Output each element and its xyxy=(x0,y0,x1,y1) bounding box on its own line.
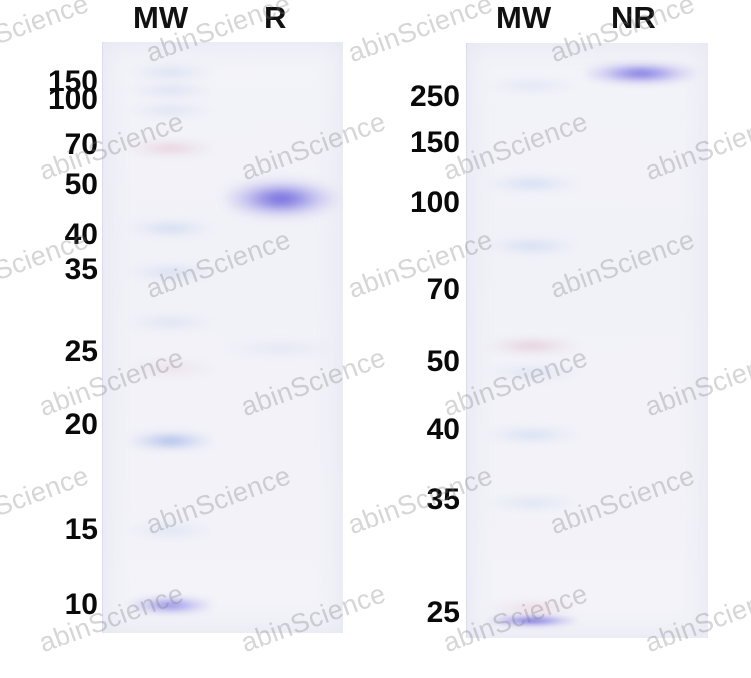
ladder-band-right-0 xyxy=(487,77,577,93)
mw-label-nonreducing-250: 250 xyxy=(409,80,460,113)
ladder-band-left-0 xyxy=(128,64,213,80)
ladder-band-right-2 xyxy=(487,237,577,253)
mw-label-reducing-100: 100 xyxy=(47,83,98,116)
mw-label-nonreducing-70: 70 xyxy=(426,273,460,306)
gel-image-reducing xyxy=(102,42,343,633)
mw-label-reducing-50: 50 xyxy=(64,168,98,201)
mw-label-nonreducing-35: 35 xyxy=(426,483,460,516)
ladder-band-right-4 xyxy=(487,364,577,380)
sample-band-r-0 xyxy=(225,179,337,217)
mw-label-reducing-35: 35 xyxy=(64,253,98,286)
ladder-band-right-6 xyxy=(487,494,577,510)
mw-label-reducing-25: 25 xyxy=(64,335,98,368)
mw-label-reducing-70: 70 xyxy=(64,128,98,161)
mw-label-reducing-10: 10 xyxy=(64,588,98,621)
gel-panel-reducing: MW R 150 100 70 50 40 35 25 20 15 10 xyxy=(0,0,375,678)
ladder-band-left-5 xyxy=(128,264,213,280)
ladder-band-left-3 xyxy=(128,140,213,156)
mw-label-reducing-150: 150 xyxy=(47,65,98,98)
mw-label-nonreducing-40: 40 xyxy=(426,413,460,446)
mw-label-nonreducing-25: 25 xyxy=(426,596,460,629)
mw-label-nonreducing-150: 150 xyxy=(409,126,460,159)
mw-label-reducing-20: 20 xyxy=(64,408,98,441)
ladder-band-right-1 xyxy=(487,175,577,191)
sample-band-r-1 xyxy=(225,340,337,356)
lane-header-mw-left: MW xyxy=(133,0,189,35)
ladder-band-left-6 xyxy=(128,314,213,330)
sample-band-nr-0 xyxy=(585,63,697,83)
ladder-band-left-8 xyxy=(128,430,213,450)
ladder-band-left-7 xyxy=(128,360,213,376)
ladder-band-left-10 xyxy=(128,597,213,613)
ladder-band-right-7 xyxy=(487,601,577,615)
ladder-band-left-9 xyxy=(128,520,213,540)
lane-header-mw-right: MW xyxy=(496,0,552,35)
ladder-band-right-3 xyxy=(487,337,577,353)
gel-image-nonreducing xyxy=(466,43,708,638)
gel-panel-nonreducing: MW NR 250 150 100 70 50 40 35 25 xyxy=(375,0,751,678)
mw-label-nonreducing-100: 100 xyxy=(409,186,460,219)
ladder-band-left-4 xyxy=(128,220,213,236)
ladder-band-right-8 xyxy=(487,614,577,626)
mw-label-reducing-15: 15 xyxy=(64,513,98,546)
ladder-band-left-2 xyxy=(128,102,213,118)
ladder-band-left-1 xyxy=(128,82,213,98)
lane-header-r: R xyxy=(264,0,287,35)
mw-label-nonreducing-50: 50 xyxy=(426,345,460,378)
ladder-band-right-5 xyxy=(487,426,577,442)
lane-header-nr: NR xyxy=(611,0,656,35)
mw-label-reducing-40: 40 xyxy=(64,218,98,251)
